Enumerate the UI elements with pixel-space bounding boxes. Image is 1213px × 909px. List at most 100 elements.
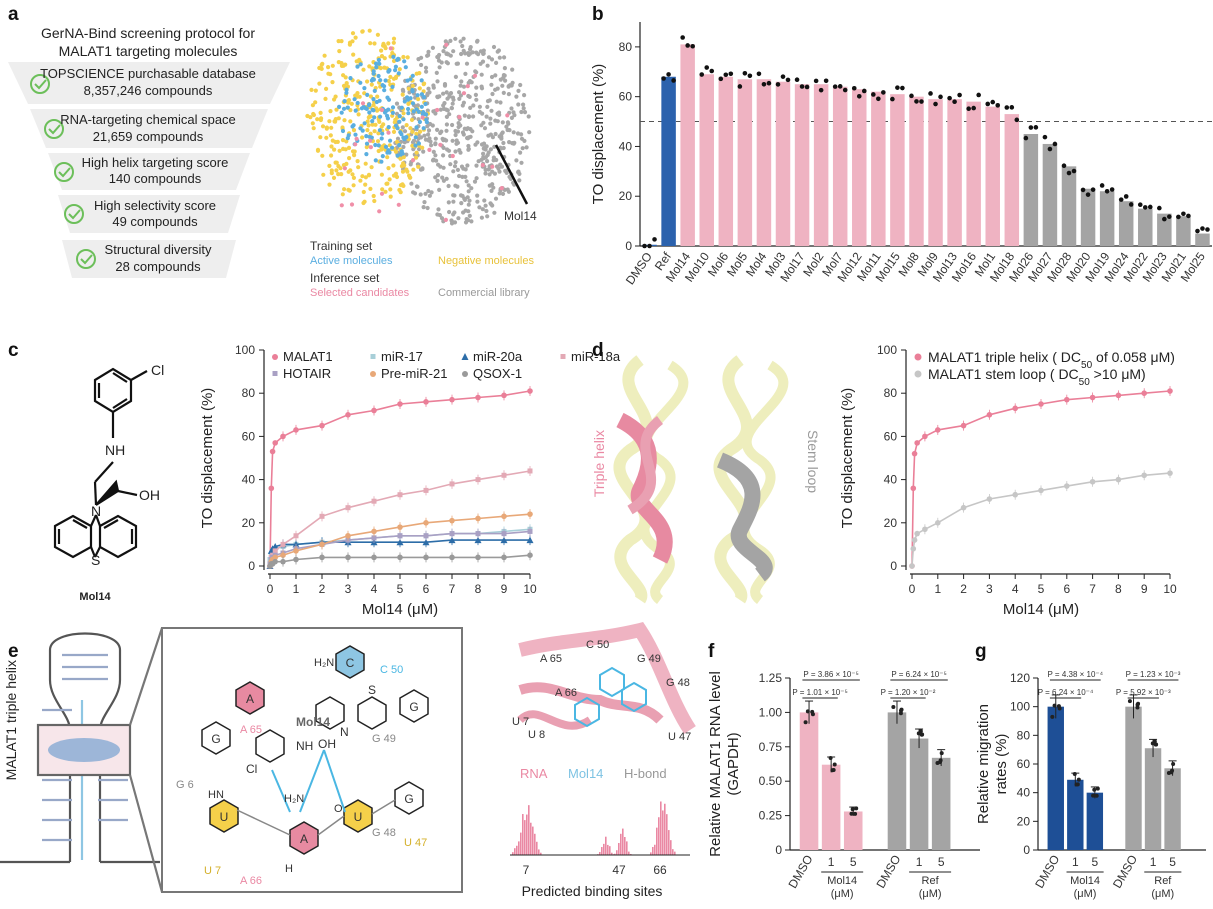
tsne-point-commercial [510, 67, 515, 72]
tsne-point-commercial [451, 199, 456, 204]
tsne-point-negative [336, 116, 341, 121]
tsne-point-active [374, 99, 379, 105]
tsne-point-selected [443, 217, 448, 222]
tsne-point-active [415, 93, 420, 98]
legend-label-QSOX-1: QSOX-1 [473, 366, 522, 381]
replicate-point [1176, 214, 1181, 220]
replicate-point [1066, 170, 1072, 176]
replicate-point [766, 80, 772, 86]
tsne-point-active [424, 117, 429, 122]
data-point-MALAT1 stem loop [1038, 487, 1044, 494]
hist-bar [650, 852, 652, 855]
y-tick-label: 0 [775, 843, 782, 857]
tsne-point-commercial [435, 127, 440, 132]
tsne-point-selected [435, 107, 440, 113]
tsne-point-selected [388, 46, 393, 51]
tsne-point-active [358, 62, 363, 67]
replicate-point [718, 76, 724, 82]
tsne-point-selected [480, 163, 485, 168]
data-point-MALAT1 [293, 427, 299, 433]
n-atom: N [91, 503, 101, 519]
tsne-point-commercial [446, 200, 451, 205]
tsne-point-commercial [447, 209, 452, 215]
tsne-point-commercial [498, 100, 503, 105]
tsne-point-commercial [479, 86, 485, 91]
y-axis-label: TO displacement (%) [839, 388, 856, 529]
tsne-point-negative [336, 39, 341, 44]
hist-bar [522, 814, 524, 855]
tsne-point-negative [388, 187, 393, 192]
tsne-point-active [355, 64, 360, 69]
tsne-point-active [423, 101, 428, 107]
nt-g49: G 49 [372, 733, 396, 745]
hist-bar [536, 841, 538, 855]
tsne-point-negative [371, 193, 376, 199]
tsne-point-commercial [448, 162, 453, 167]
tsne-point-commercial [469, 80, 474, 85]
tsne-point-commercial [455, 61, 460, 66]
tsne-point-negative [332, 147, 337, 152]
y-tick-label: 40 [242, 473, 256, 487]
data-point-MALAT1 triple helix [911, 450, 918, 457]
replicate-point [785, 77, 791, 83]
tsne-point-active [405, 95, 410, 100]
tsne-point-active [424, 112, 429, 117]
data-point-miR-18a [345, 505, 351, 511]
tsne-point-commercial [516, 102, 521, 107]
tsne-point-commercial [487, 172, 492, 177]
hist-bar [520, 832, 522, 855]
bar-Mol15 [890, 94, 905, 246]
tsne-point-commercial [456, 216, 461, 221]
y-tick-label: 20 [1017, 814, 1031, 828]
struct-g48: G 48 [666, 677, 690, 689]
tsne-point-commercial [439, 60, 444, 65]
data-point-MALAT1 triple helix [935, 427, 941, 433]
nt-u47: U 47 [404, 837, 427, 849]
tsne-point-commercial [461, 210, 466, 215]
replicate-point [1004, 105, 1010, 110]
tsne-point-commercial [493, 196, 499, 201]
tsne-point-commercial [427, 90, 432, 95]
bar-Mol24 [1118, 201, 1134, 246]
tsne-point-commercial [526, 114, 531, 119]
bar-Mol17 [794, 84, 810, 246]
tsne-point-commercial [469, 219, 474, 224]
tsne-point-commercial [481, 151, 486, 156]
tsne-point-commercial [437, 94, 442, 99]
tsne-point-negative [365, 128, 370, 133]
group-label-unit: (μM) [831, 888, 854, 900]
x-tick-label: 3 [345, 582, 352, 596]
hist-bar [658, 817, 660, 855]
tsne-point-negative [327, 119, 332, 124]
tsne-point-active [399, 105, 404, 110]
replicate-point [985, 101, 991, 107]
bar-1 [1144, 748, 1162, 850]
guanine-letter: G [409, 700, 418, 714]
tsne-point-negative [350, 172, 355, 177]
malat1-triple-helix-label: MALAT1 triple helix [3, 660, 19, 780]
tsne-point-commercial [477, 205, 482, 210]
tsne-point-commercial [492, 210, 497, 215]
tsne-point-commercial [474, 97, 479, 102]
hist-bar [616, 850, 618, 855]
tsne-point-negative [390, 50, 395, 56]
replicate-point [1050, 714, 1055, 719]
tsne-point-active [370, 119, 375, 124]
replicate-point [828, 756, 833, 761]
tsne-point-commercial [521, 102, 526, 107]
tsne-point-negative [328, 72, 333, 77]
tsne-point-negative [330, 80, 335, 85]
tsne-point-active [388, 138, 393, 143]
hist-bar [514, 848, 516, 855]
tsne-point-commercial [431, 83, 436, 88]
tsne-point-active [362, 121, 367, 126]
tsne-point-negative [404, 123, 409, 128]
y-tick-label: 80 [884, 386, 898, 400]
hist-bar [528, 805, 530, 855]
tsne-point-negative [311, 112, 316, 118]
x-tick-label: 5 [938, 855, 945, 869]
tsne-point-commercial [457, 148, 462, 153]
tsne-point-negative [375, 32, 380, 37]
hist-bar [618, 842, 620, 855]
tsne-point-commercial [514, 158, 519, 163]
